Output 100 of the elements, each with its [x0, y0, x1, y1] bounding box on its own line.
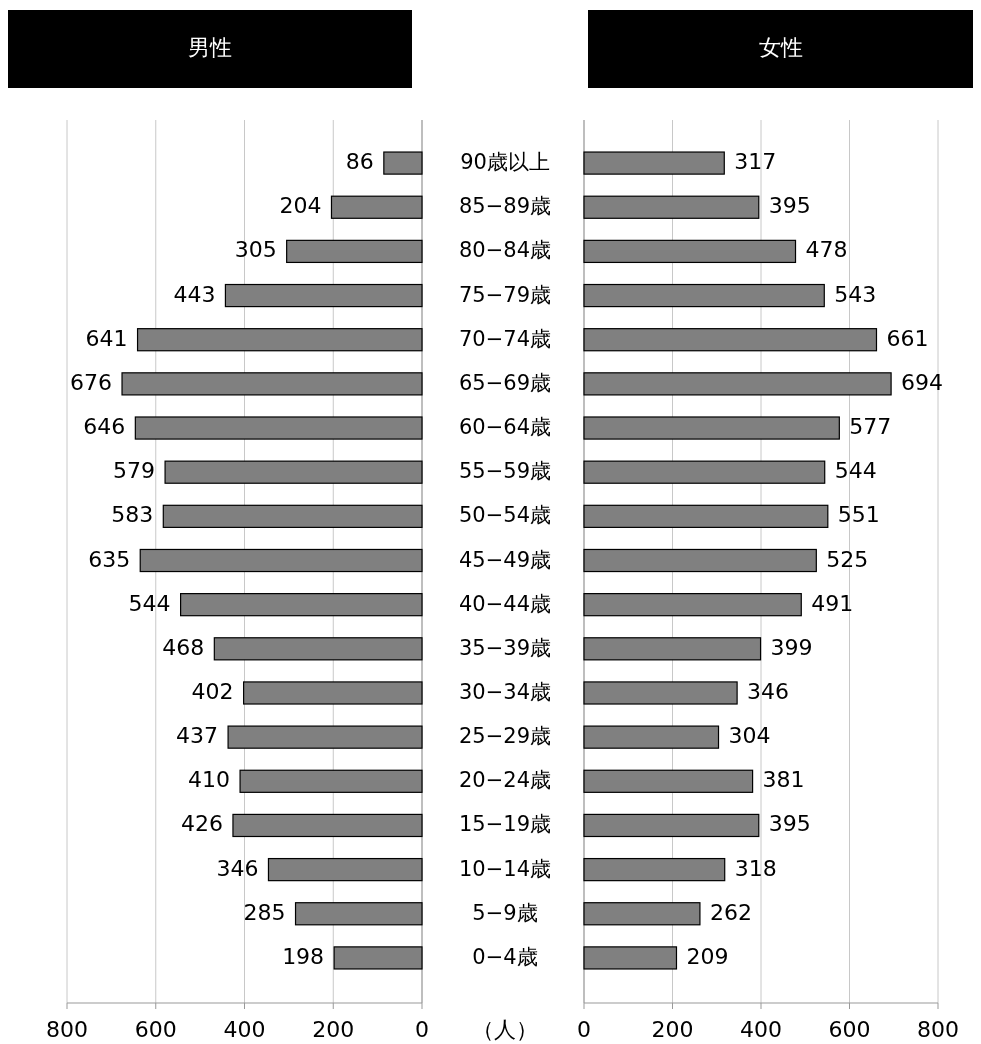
bar: [583, 902, 701, 926]
x-tick-label: 400: [223, 1017, 266, 1042]
x-tick-label: 600: [134, 1017, 177, 1042]
y-tick-label: 25−29歳: [458, 724, 552, 749]
bar: [583, 857, 726, 882]
bar: [583, 946, 678, 970]
data-label: 262: [709, 899, 752, 925]
bar: [162, 504, 423, 528]
bar: [243, 681, 423, 705]
y-tick-label: 50−54歳: [458, 503, 552, 528]
data-label: 468: [162, 634, 205, 660]
data-label: 635: [88, 546, 131, 572]
y-tick-label: 45−49歳: [458, 547, 552, 572]
bar: [583, 460, 826, 484]
bar: [583, 372, 892, 396]
bar: [583, 725, 720, 749]
x-tick-label: 400: [740, 1017, 782, 1042]
y-tick-label: 65−69歳: [458, 370, 552, 395]
data-label: 86: [345, 149, 374, 175]
y-tick-label: 30−34歳: [458, 679, 552, 704]
bar: [330, 195, 423, 219]
data-label: 437: [176, 723, 219, 749]
data-label: 346: [747, 678, 790, 704]
x-tick-label: 0: [415, 1017, 429, 1042]
bar: [286, 239, 423, 264]
data-label: 646: [83, 414, 126, 440]
bar: [583, 681, 738, 705]
data-label: 426: [180, 811, 223, 837]
bar: [164, 460, 423, 484]
data-label: 443: [173, 281, 216, 307]
data-label: 577: [849, 414, 892, 440]
data-label: 317: [734, 149, 777, 175]
bar: [583, 504, 829, 528]
data-label: 544: [128, 590, 171, 616]
bar: [583, 239, 797, 264]
data-label: 410: [188, 767, 231, 793]
data-label: 661: [886, 325, 929, 351]
bar: [583, 593, 802, 617]
bar: [583, 769, 754, 793]
data-label: 676: [70, 369, 113, 395]
y-tick-label: 5−9歳: [472, 900, 538, 925]
data-label: 402: [191, 678, 234, 704]
bar: [583, 813, 760, 838]
y-tick-label: 60−64歳: [458, 415, 552, 440]
bar: [227, 725, 423, 749]
bar: [267, 857, 423, 882]
bar: [232, 813, 423, 838]
x-tick-label: 0: [577, 1017, 591, 1042]
y-tick-label: 10−14歳: [458, 856, 552, 881]
bar: [224, 283, 423, 308]
y-tick-label: 15−19歳: [458, 812, 552, 837]
bar: [333, 946, 423, 970]
data-label: 318: [734, 855, 777, 881]
bar: [180, 593, 423, 617]
bar: [583, 283, 825, 308]
data-label: 491: [811, 590, 854, 616]
chart-title: 男性: [188, 35, 232, 60]
data-label: 579: [113, 458, 156, 484]
x-tick-label: 200: [651, 1017, 694, 1042]
y-tick-label: 70−74歳: [458, 326, 552, 351]
data-label: 551: [837, 502, 880, 528]
data-label: 478: [805, 237, 848, 263]
y-tick-label: 80−84歳: [458, 238, 552, 263]
data-label: 641: [85, 325, 128, 351]
data-label: 204: [279, 193, 322, 219]
bar: [583, 416, 840, 440]
data-label: 544: [834, 458, 877, 484]
y-tick-label: 90歳以上: [460, 150, 550, 175]
data-label: 399: [770, 634, 813, 660]
data-label: 346: [216, 855, 259, 881]
bar: [583, 151, 725, 175]
bar: [121, 372, 423, 396]
data-label: 583: [111, 502, 154, 528]
data-label: 285: [243, 899, 286, 925]
data-label: 525: [826, 546, 869, 572]
y-tick-label: 20−24歳: [458, 768, 552, 793]
bar: [383, 151, 423, 175]
data-label: 305: [234, 237, 277, 263]
x-tick-label: 200: [312, 1017, 355, 1042]
y-tick-label: 40−44歳: [458, 591, 552, 616]
y-tick-label: 85−89歳: [458, 194, 552, 219]
y-tick-label: 0−4歳: [472, 944, 538, 969]
y-tick-label: 75−79歳: [458, 282, 552, 307]
data-label: 543: [834, 281, 877, 307]
bar: [213, 637, 423, 661]
data-label: 209: [686, 943, 729, 969]
chart-title: 女性: [758, 35, 803, 60]
data-label: 198: [282, 943, 325, 969]
bar: [583, 195, 760, 219]
bar: [139, 548, 423, 573]
x-tick-label: 800: [917, 1017, 959, 1042]
data-label: 395: [768, 193, 811, 219]
bar: [294, 902, 423, 926]
data-label: 304: [728, 723, 771, 749]
data-label: 395: [768, 811, 811, 837]
bar: [583, 548, 817, 573]
x-tick-label: 800: [46, 1017, 88, 1042]
y-tick-label: 35−39歳: [458, 635, 552, 660]
data-label: 694: [901, 369, 944, 395]
bar: [583, 328, 878, 352]
